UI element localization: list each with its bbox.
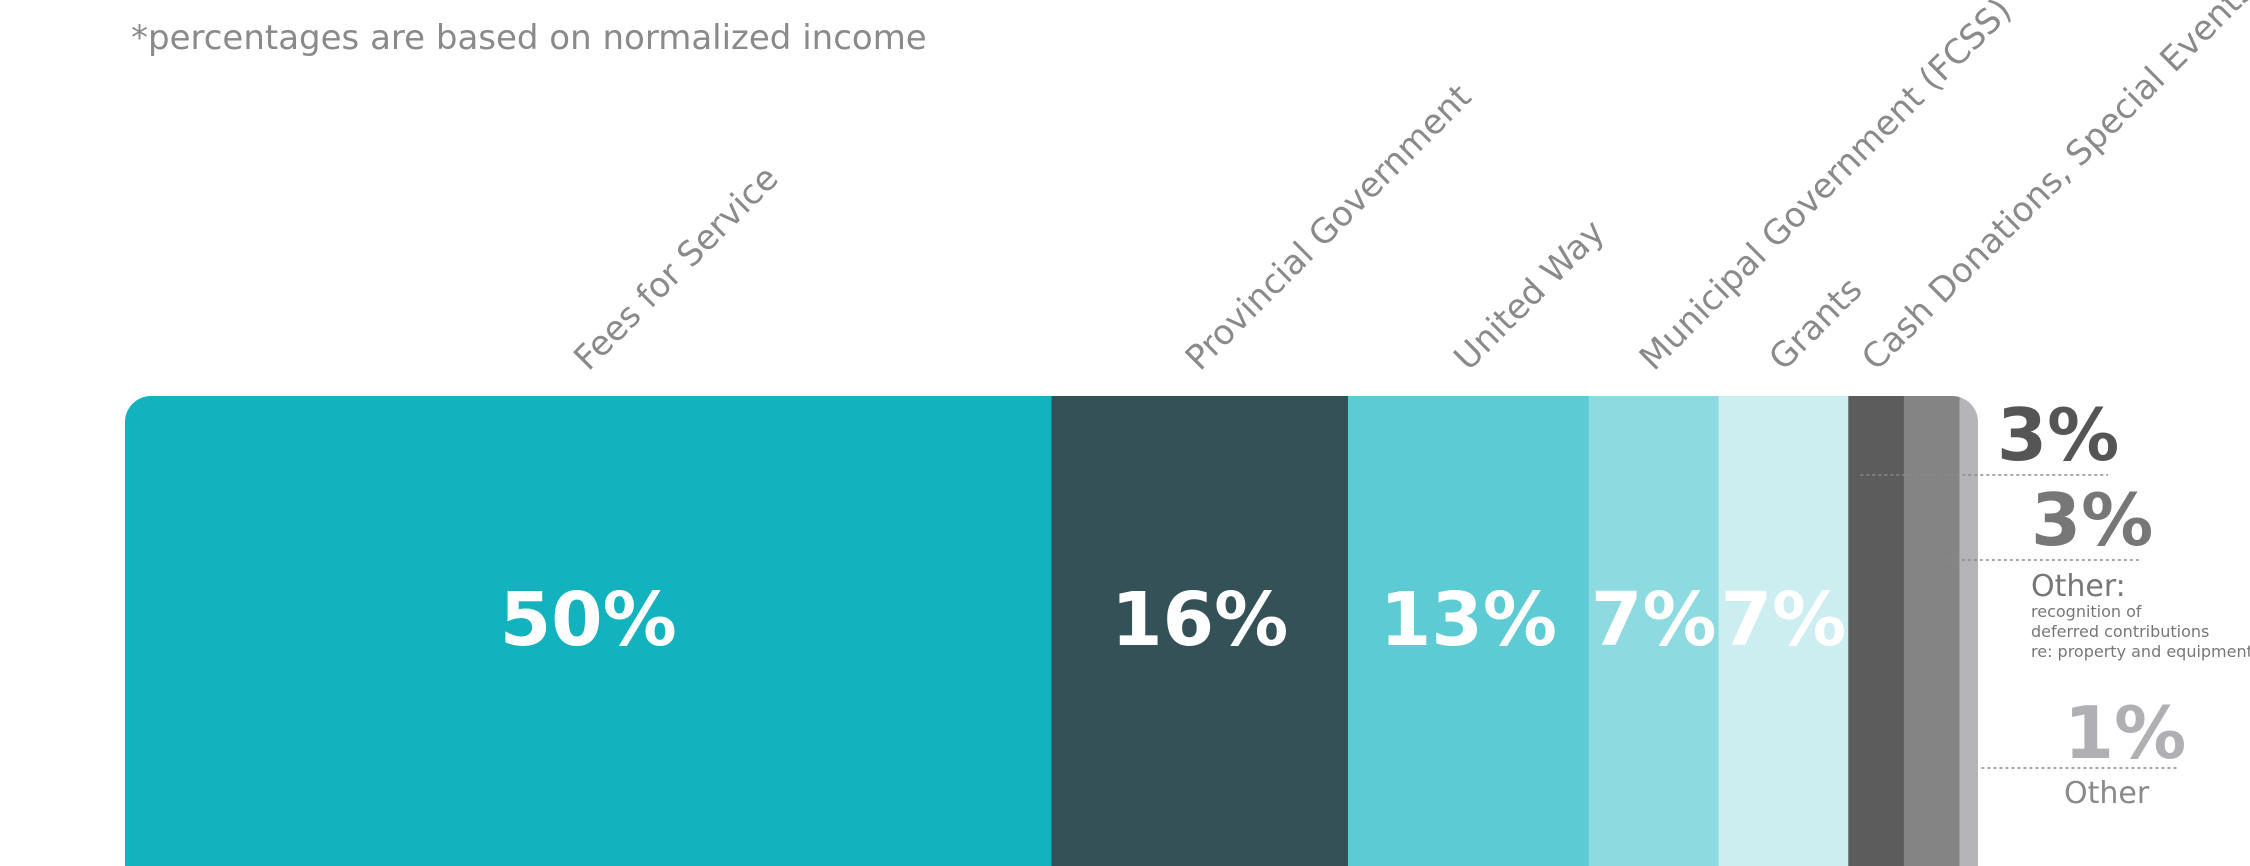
value-label-5: 7%: [1721, 577, 1847, 663]
bar-segment-1: [125, 396, 1053, 866]
chart-note: *percentages are based on normalized inc…: [131, 18, 927, 58]
side-value-1: 3%: [1997, 393, 2119, 477]
bar-segment-7: [1903, 396, 1961, 866]
category-label-6: Cash Donations, Special Events: [1854, 0, 2250, 378]
bar-segment-8: [1959, 396, 1978, 866]
category-label-5: Grants: [1762, 270, 1871, 379]
bar-segment-3: [1347, 396, 1590, 866]
side-value-3: 1%: [2064, 691, 2186, 775]
side-detail-3: re: property and equipment: [2031, 642, 2250, 661]
bar-segment-4: [1588, 396, 1720, 866]
bar-segments: [125, 396, 1978, 866]
value-label-4: 7%: [1591, 577, 1717, 663]
value-label-3: 13%: [1380, 577, 1557, 663]
bar-segment-6: [1848, 396, 1905, 866]
value-label-1: 50%: [500, 577, 677, 663]
value-label-2: 16%: [1111, 577, 1288, 663]
side-value-2: 3%: [2031, 478, 2153, 562]
category-label-2: Provincial Government: [1178, 77, 1479, 378]
category-label-3: United Way: [1447, 212, 1613, 378]
bar-segment-2: [1051, 396, 1349, 866]
side-text-3: Other: [2064, 776, 2150, 811]
bar-segment-5: [1718, 396, 1849, 866]
side-detail-1: recognition of: [2031, 602, 2142, 621]
category-label-1: Fees for Service: [566, 158, 786, 378]
side-text-2: Other:: [2031, 569, 2126, 604]
side-detail-2: deferred contributions: [2031, 622, 2209, 641]
